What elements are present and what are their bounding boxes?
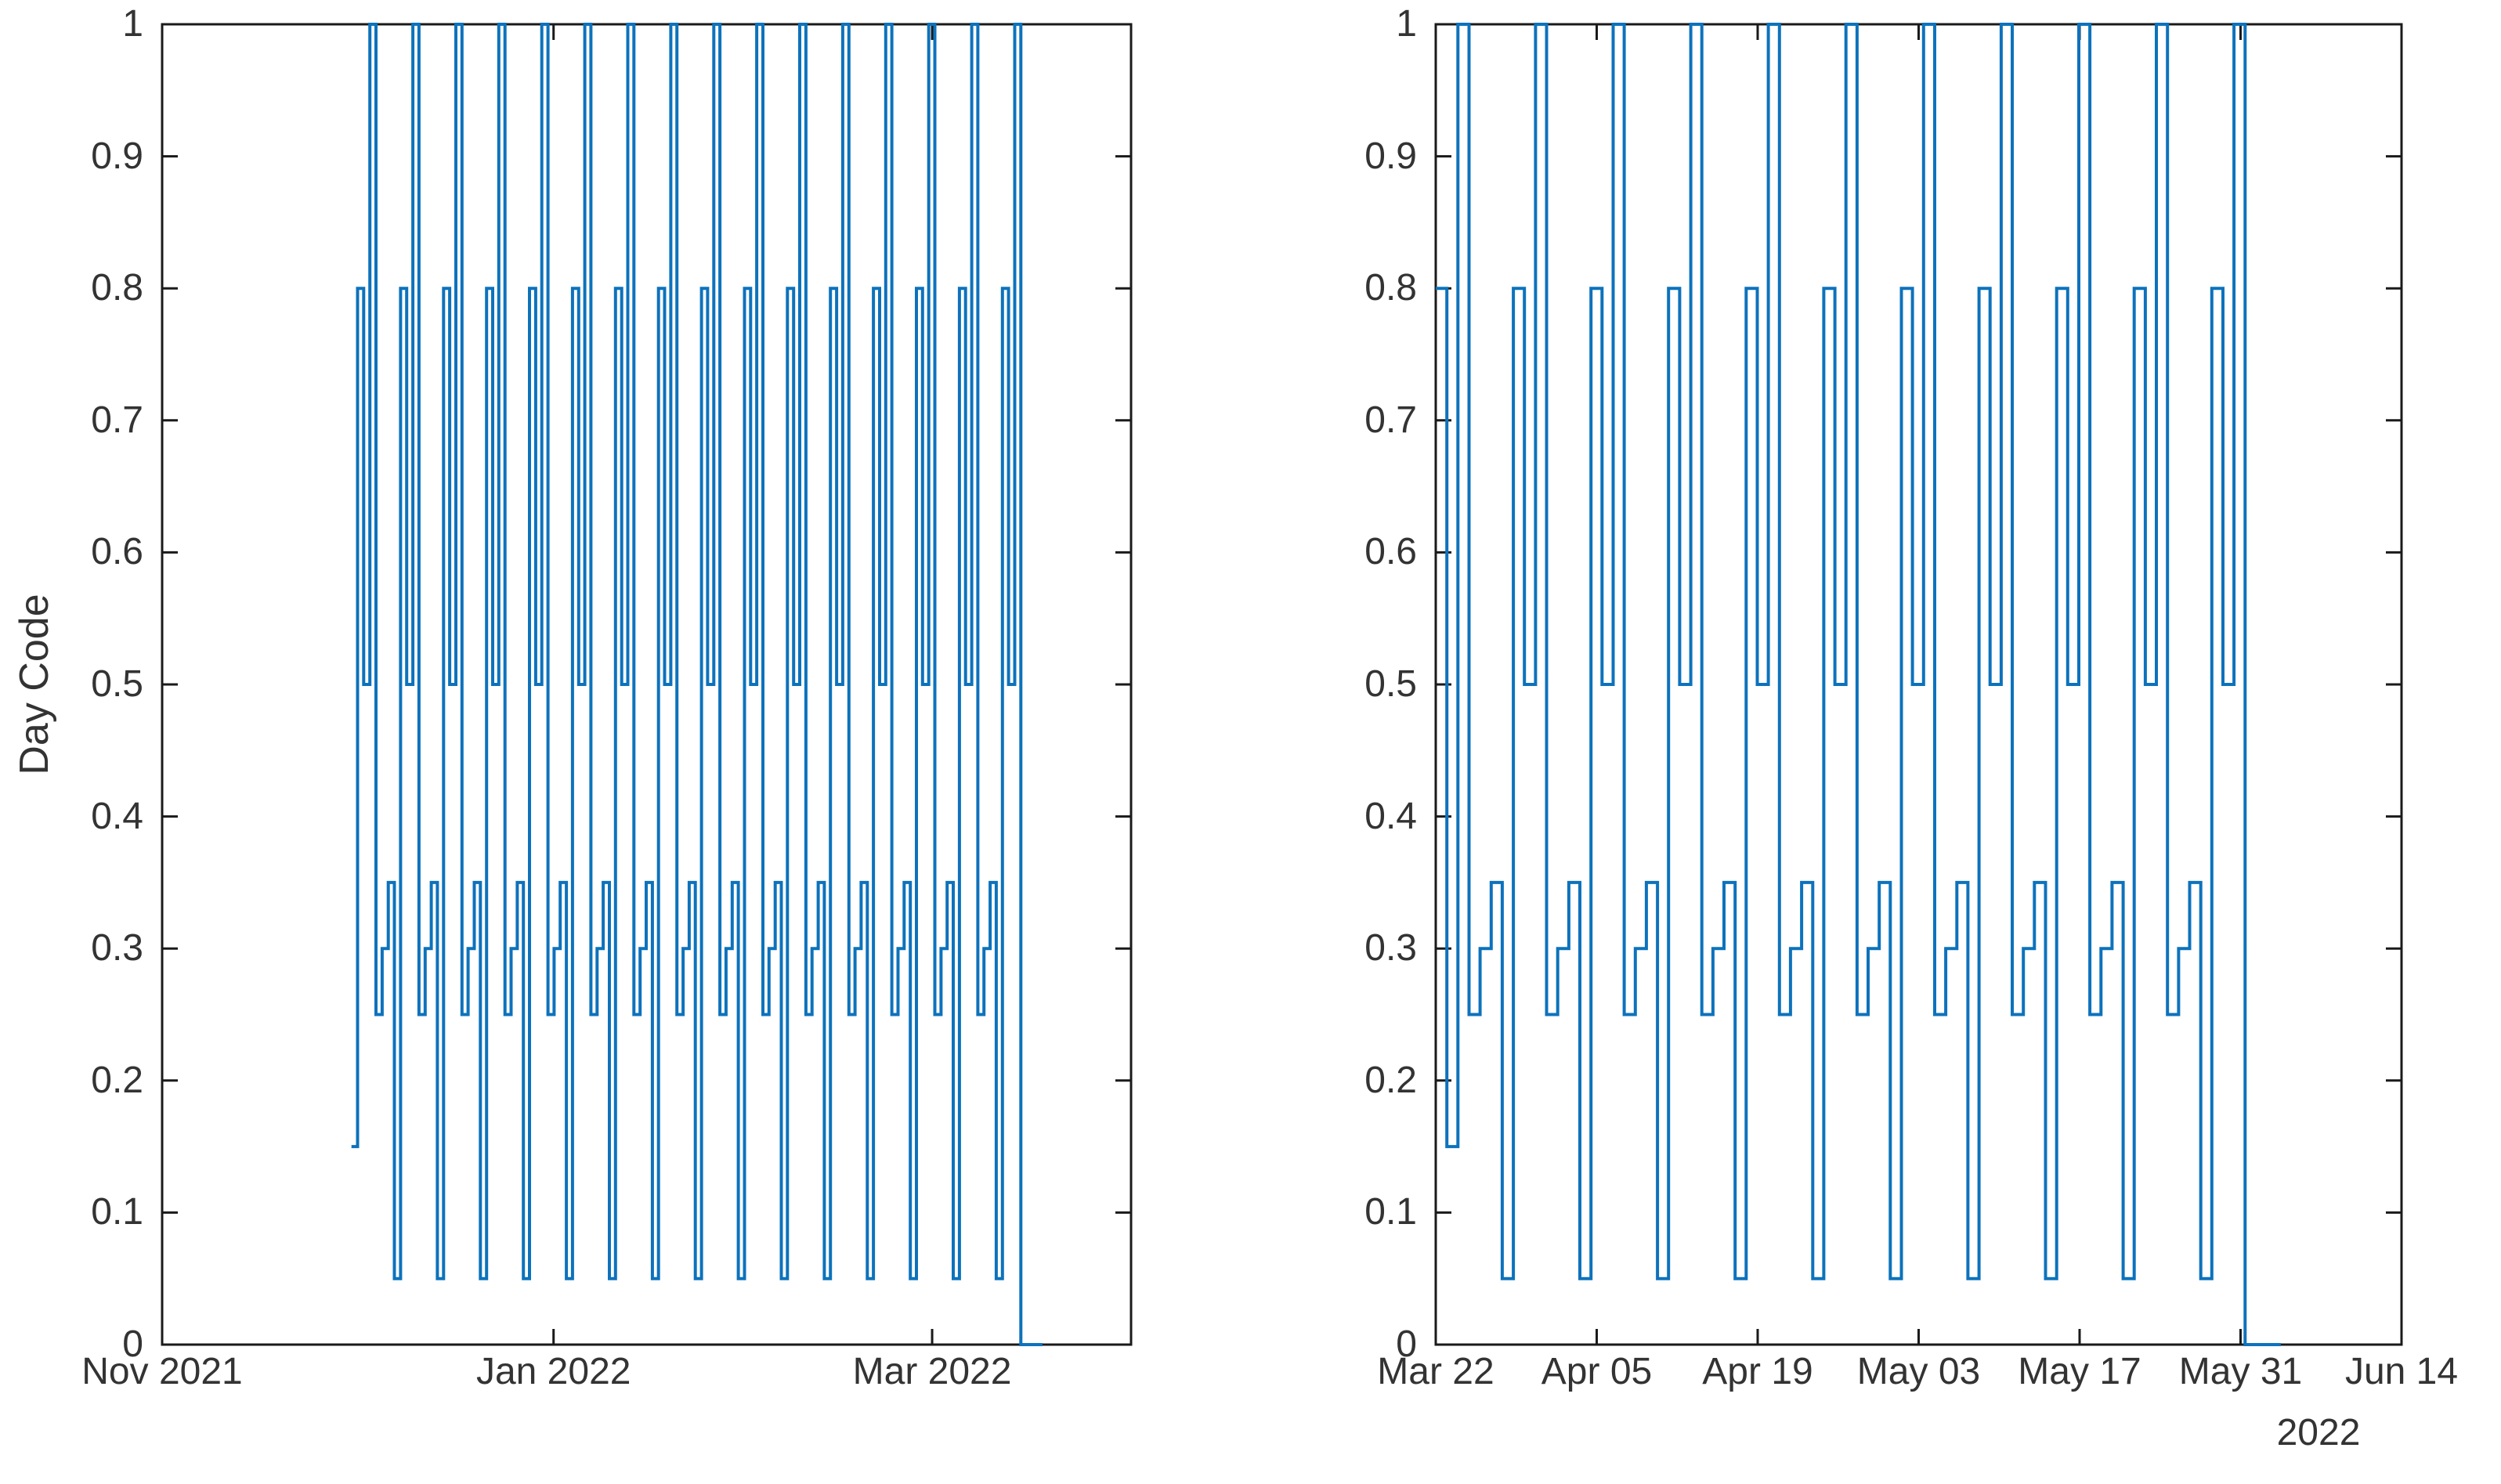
day-code-series <box>351 23 1043 1346</box>
axes-frame <box>161 23 1133 1346</box>
day-code-series <box>1436 23 2281 1346</box>
